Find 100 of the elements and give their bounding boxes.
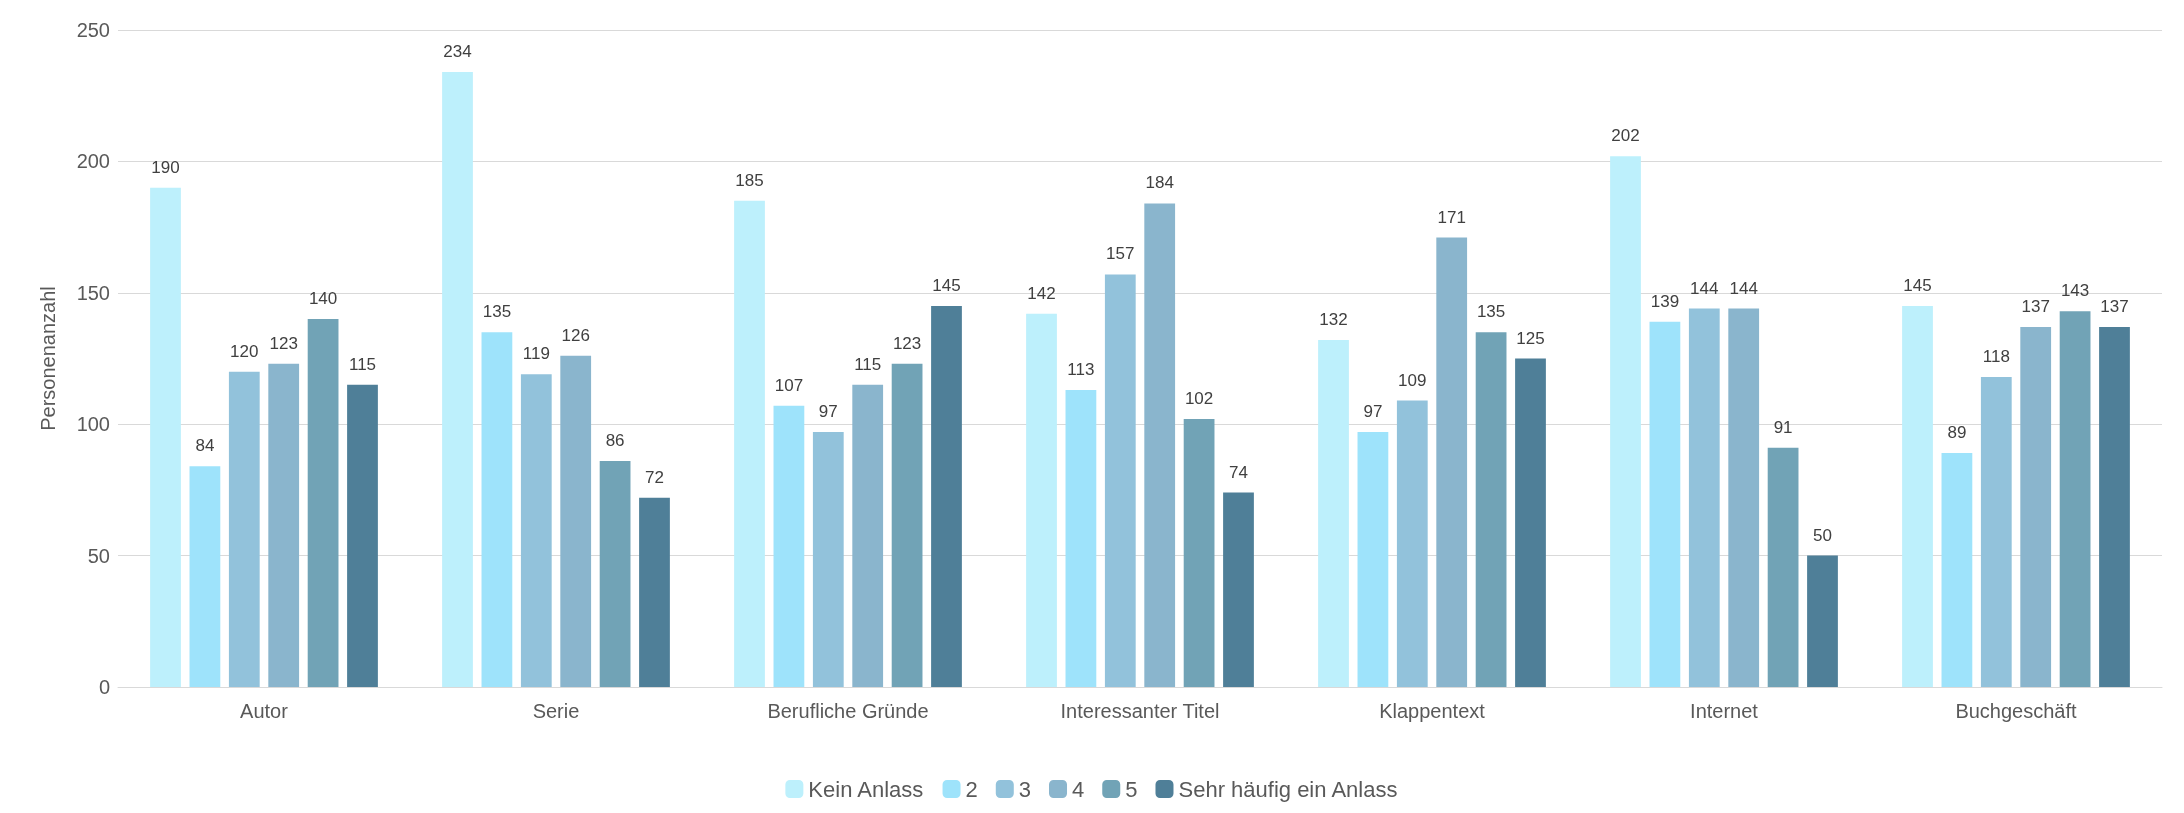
bar bbox=[1941, 453, 1973, 687]
legend-label: Kein Anlass bbox=[808, 776, 924, 802]
data-label: 72 bbox=[645, 467, 664, 487]
data-label: 144 bbox=[1729, 278, 1758, 298]
data-label: 109 bbox=[1398, 370, 1427, 390]
data-label: 145 bbox=[932, 275, 961, 295]
bar bbox=[150, 187, 181, 687]
data-label: 115 bbox=[854, 354, 882, 374]
data-label: 144 bbox=[1690, 278, 1719, 298]
y-tick-label: 100 bbox=[76, 413, 110, 436]
bar bbox=[481, 332, 513, 687]
data-label: 102 bbox=[1184, 388, 1214, 408]
y-tick-label: 50 bbox=[87, 544, 110, 567]
bar bbox=[2020, 326, 2052, 687]
bar bbox=[1144, 203, 1176, 687]
bar bbox=[1396, 400, 1428, 687]
legend-label: Sehr häufig ein Anlass bbox=[1178, 776, 1398, 802]
bar bbox=[812, 432, 844, 687]
data-label: 123 bbox=[269, 333, 298, 353]
data-label: 135 bbox=[482, 302, 512, 322]
data-label: 74 bbox=[1229, 462, 1248, 482]
y-axis-title: Personenanzahl bbox=[37, 286, 59, 431]
data-label: 137 bbox=[2021, 296, 2050, 316]
data-label: 107 bbox=[774, 375, 804, 395]
bar bbox=[1026, 313, 1057, 687]
data-label: 234 bbox=[443, 42, 472, 62]
bar bbox=[1475, 332, 1507, 687]
bar bbox=[1318, 340, 1349, 687]
data-label: 202 bbox=[1611, 126, 1640, 146]
legend-label: 3 bbox=[1018, 776, 1032, 802]
data-label: 185 bbox=[735, 170, 764, 190]
data-label: 190 bbox=[151, 157, 180, 177]
bar bbox=[1515, 358, 1546, 687]
bar bbox=[2059, 311, 2091, 687]
data-label: 86 bbox=[605, 430, 625, 450]
bar bbox=[1183, 418, 1215, 687]
bar bbox=[1728, 308, 1760, 687]
x-tick-label: Autor bbox=[240, 700, 289, 722]
bar bbox=[1436, 237, 1468, 687]
legend-label: 4 bbox=[1072, 776, 1085, 802]
bar bbox=[307, 319, 339, 687]
data-label: 119 bbox=[522, 344, 550, 364]
bar bbox=[891, 363, 923, 687]
data-label: 50 bbox=[1813, 525, 1832, 545]
bar bbox=[1980, 376, 2012, 687]
data-label: 157 bbox=[1106, 244, 1135, 264]
data-label: 126 bbox=[561, 325, 590, 345]
x-tick-label: Berufliche Gründe bbox=[767, 700, 929, 722]
bar bbox=[773, 405, 805, 687]
bar bbox=[1223, 492, 1254, 687]
bar bbox=[931, 305, 962, 687]
x-tick-label: Serie bbox=[532, 700, 580, 722]
bar bbox=[639, 497, 670, 687]
bar bbox=[1357, 432, 1389, 687]
bar bbox=[1649, 321, 1681, 687]
data-label: 113 bbox=[1067, 360, 1095, 380]
data-label: 84 bbox=[195, 436, 215, 456]
data-label: 91 bbox=[1773, 417, 1793, 437]
bar bbox=[560, 355, 592, 687]
x-tick-label: Buchgeschäft bbox=[1955, 700, 2078, 722]
bar bbox=[520, 374, 552, 687]
data-label: 135 bbox=[1476, 302, 1506, 322]
bar bbox=[1767, 447, 1799, 687]
bar bbox=[347, 384, 378, 687]
bar bbox=[268, 363, 300, 687]
x-tick-label: Klappentext bbox=[1379, 700, 1486, 722]
x-tick-label: Interessanter Titel bbox=[1060, 700, 1220, 722]
bar bbox=[852, 384, 884, 687]
data-label: 89 bbox=[1947, 423, 1967, 443]
y-tick-label: 200 bbox=[76, 150, 110, 173]
data-label: 97 bbox=[1363, 402, 1383, 422]
y-tick-label: 250 bbox=[76, 19, 110, 41]
data-label: 132 bbox=[1319, 310, 1348, 330]
bar bbox=[1902, 305, 1933, 687]
data-label: 115 bbox=[348, 354, 377, 374]
bar bbox=[228, 371, 260, 687]
data-label: 125 bbox=[1516, 328, 1545, 348]
bar bbox=[1688, 308, 1720, 687]
bar bbox=[599, 460, 631, 687]
bar bbox=[1104, 274, 1136, 687]
y-tick-label: 0 bbox=[98, 676, 110, 698]
data-label: 97 bbox=[818, 402, 838, 422]
bar bbox=[442, 72, 473, 687]
bar bbox=[734, 200, 765, 687]
legend-label: 2 bbox=[965, 776, 978, 802]
data-label: 171 bbox=[1437, 207, 1466, 227]
data-label: 140 bbox=[308, 289, 338, 309]
legend-label: 5 bbox=[1125, 776, 1138, 802]
data-label: 139 bbox=[1650, 291, 1680, 311]
data-label: 184 bbox=[1145, 173, 1174, 193]
data-label: 118 bbox=[1982, 346, 2010, 366]
y-tick-label: 150 bbox=[76, 281, 110, 304]
bar bbox=[1610, 156, 1641, 687]
bar bbox=[189, 466, 221, 687]
x-tick-label: Internet bbox=[1690, 700, 1759, 722]
bar bbox=[2099, 326, 2130, 687]
data-label: 137 bbox=[2100, 296, 2129, 316]
data-label: 145 bbox=[1903, 275, 1932, 295]
data-label: 142 bbox=[1027, 283, 1056, 303]
bar bbox=[1065, 390, 1097, 687]
